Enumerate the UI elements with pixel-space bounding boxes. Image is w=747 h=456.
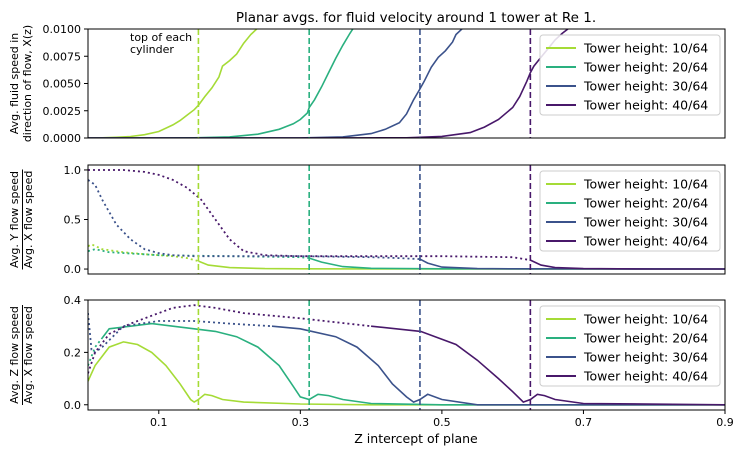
legend-box — [539, 34, 721, 116]
legend-label-1: Tower height: 10/64 — [583, 41, 708, 56]
legend-label-1: Tower height: 10/64 — [583, 177, 708, 192]
series-line-dotted-2 — [88, 248, 310, 259]
series-line-dotted-4 — [88, 169, 531, 261]
y-tick-label: 0.0000 — [43, 132, 82, 145]
y-axis-label: Avg. fluid speed in direction of flow, X(… — [8, 25, 34, 142]
legend-label-3: Tower height: 30/64 — [583, 79, 708, 94]
panel-velocity: 0.0000 0.0025 0.0050 0.0075 0.0100 Avg. fluid… — [8, 23, 726, 145]
legend-label-1: Tower height: 10/64 — [583, 312, 708, 327]
y-tick-label: 0.0025 — [43, 105, 82, 118]
y-tick-label: 0.2 — [64, 346, 82, 359]
plot-area — [88, 304, 725, 406]
series-line-dotted-1 — [88, 243, 199, 262]
x-tick-label: 0.9 — [716, 416, 734, 429]
y-axis-label-line-1: Avg. Z flow speed — [8, 306, 21, 404]
y-tick-label: 0.5 — [64, 214, 82, 227]
series-line-1 — [88, 341, 725, 406]
y-tick-label: 0.0075 — [43, 50, 82, 63]
x-tick-label: 0.3 — [292, 416, 310, 429]
legend-box — [539, 170, 721, 252]
x-tick-label: 0.5 — [433, 416, 451, 429]
legend-box — [539, 305, 721, 387]
series-line-dotted-4 — [88, 304, 372, 374]
legend-label-2: Tower height: 20/64 — [583, 60, 708, 75]
series-line-4 — [371, 325, 725, 406]
series-line-2 — [88, 29, 354, 138]
y-axis-label: Avg. Z flow speed Avg. X flow speed — [8, 305, 35, 405]
annotation-line-2: cylinder — [130, 43, 174, 56]
figure-title: Planar avgs. for fluid velocity around 1… — [236, 10, 596, 26]
panel-z-ratio: 0.0 0.2 0.4 0.1 0.3 0.5 0.7 0.9 Avg. Z flow spee… — [8, 294, 734, 429]
legend-label-4: Tower height: 40/64 — [583, 234, 708, 249]
y-axis-label-line-2: direction of flow, X(z) — [21, 25, 34, 142]
legend-label-2: Tower height: 20/64 — [583, 196, 708, 211]
y-axis-label-line-1: Avg. Y flow speed — [8, 171, 21, 268]
annotation-line-1: top of each — [130, 31, 192, 44]
series-line-3 — [419, 258, 725, 270]
y-tick-label: 0.0 — [64, 399, 82, 412]
y-tick-label: 0.0100 — [43, 23, 82, 36]
series-line-3 — [88, 29, 464, 138]
legend-label-3: Tower height: 30/64 — [583, 350, 708, 365]
x-tick-label: 0.1 — [150, 416, 168, 429]
y-axis-label-line-2: Avg. X flow speed — [22, 306, 35, 404]
series-line-dotted-3 — [88, 179, 420, 260]
legend-label-4: Tower height: 40/64 — [583, 98, 708, 113]
legend-label-2: Tower height: 20/64 — [583, 331, 708, 346]
axes-frame — [87, 299, 726, 411]
y-tick-label: 0.0050 — [43, 78, 82, 91]
y-axis-label-line-2: Avg. X flow speed — [22, 171, 35, 269]
y-tick-label: 1.0 — [64, 164, 82, 177]
legend-label-4: Tower height: 40/64 — [583, 369, 708, 384]
y-tick-label: 0.0 — [64, 263, 82, 276]
series-line-dotted-2 — [88, 337, 103, 366]
series-line-4 — [530, 259, 725, 270]
y-axis-label: Avg. Y flow speed Avg. X flow speed — [8, 169, 35, 270]
series-line-2 — [308, 257, 725, 270]
series-line-2 — [101, 322, 725, 406]
series-line-3 — [271, 325, 725, 406]
panel-y-ratio: 0.0 0.5 1.0 Avg. Y flow speed Avg. X flow sp… — [8, 164, 726, 276]
x-axis-label: Z intercept of plane — [354, 431, 478, 446]
x-tick-label: 0.7 — [575, 416, 593, 429]
y-tick-label: 0.4 — [64, 294, 82, 307]
y-axis-label-line-1: Avg. fluid speed in — [8, 33, 21, 135]
legend-label-3: Tower height: 30/64 — [583, 215, 708, 230]
plot-area — [88, 169, 725, 270]
series-line-dotted-3 — [88, 313, 273, 354]
